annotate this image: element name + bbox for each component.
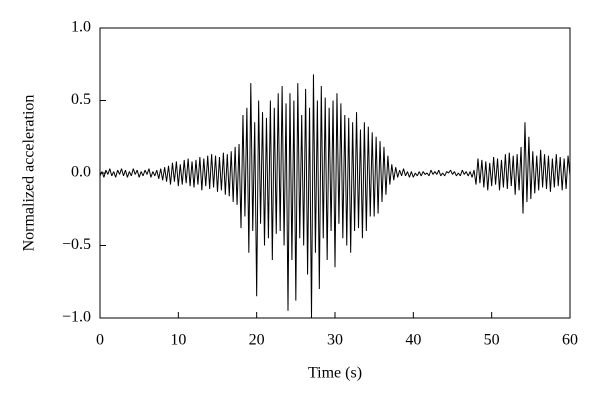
x-tick-label: 10: [170, 332, 186, 349]
x-tick-label: 30: [327, 332, 343, 349]
y-tick-label: 0.0: [71, 164, 91, 181]
y-tick-label: −1.0: [62, 309, 91, 326]
x-tick-label: 60: [562, 332, 578, 349]
x-tick-label: 0: [96, 332, 104, 349]
y-tick-label: 1.0: [71, 19, 91, 36]
x-tick-label: 50: [484, 332, 500, 349]
y-tick-label: 0.5: [71, 91, 91, 108]
x-tick-label: 40: [405, 332, 421, 349]
x-tick-label: 20: [249, 332, 265, 349]
y-tick-label: −0.5: [62, 236, 91, 253]
signal-line: [99, 74, 571, 319]
plot-frame: [99, 27, 571, 319]
x-axis-label: Time (s): [308, 365, 362, 382]
y-axis-label: Normalized acceleration: [21, 95, 38, 252]
